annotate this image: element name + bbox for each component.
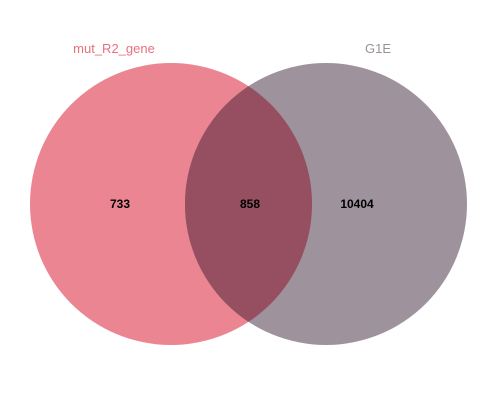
count-overlap: 858 [240,197,260,211]
count-g1e-only: 10404 [340,197,374,211]
set-label-g1e: G1E [365,41,391,56]
set-label-mut-r2-gene: mut_R2_gene [73,41,155,56]
count-mut-r2-gene-only: 733 [110,197,130,211]
overlap-region [185,63,312,345]
